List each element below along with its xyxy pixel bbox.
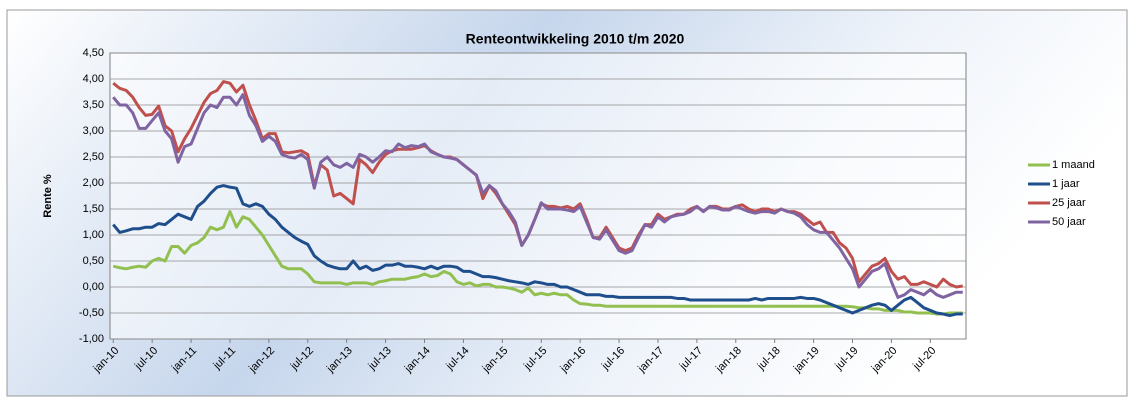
series-line [112,93,963,299]
y-axis-label: Rente % [42,174,54,218]
y-tick-label: 2,50 [83,151,104,163]
series-line [112,184,963,318]
legend-label: 1 maand [1052,159,1095,171]
y-tick-label: -0,50 [79,307,104,319]
y-tick-label: 0,50 [83,255,104,267]
y-tick-label: 1,00 [83,229,104,241]
legend-label: 1 jaar [1052,178,1080,190]
legend-label: 50 jaar [1052,216,1086,228]
y-tick-label: 0,00 [83,281,104,293]
series-line [112,210,963,316]
y-tick-label: 3,00 [83,125,104,137]
y-tick-label: 2,00 [83,177,104,189]
y-tick-label: 3,50 [83,99,104,111]
legend-label: 25 jaar [1052,197,1086,209]
y-tick-label: 4,50 [83,47,104,59]
y-tick-label: 4,00 [83,73,104,85]
y-tick-label: 1,50 [83,203,104,215]
plot-area [109,52,967,340]
y-tick-label: -1,00 [79,333,104,345]
chart-title: Renteontwikkeling 2010 t/m 2020 [466,31,685,47]
